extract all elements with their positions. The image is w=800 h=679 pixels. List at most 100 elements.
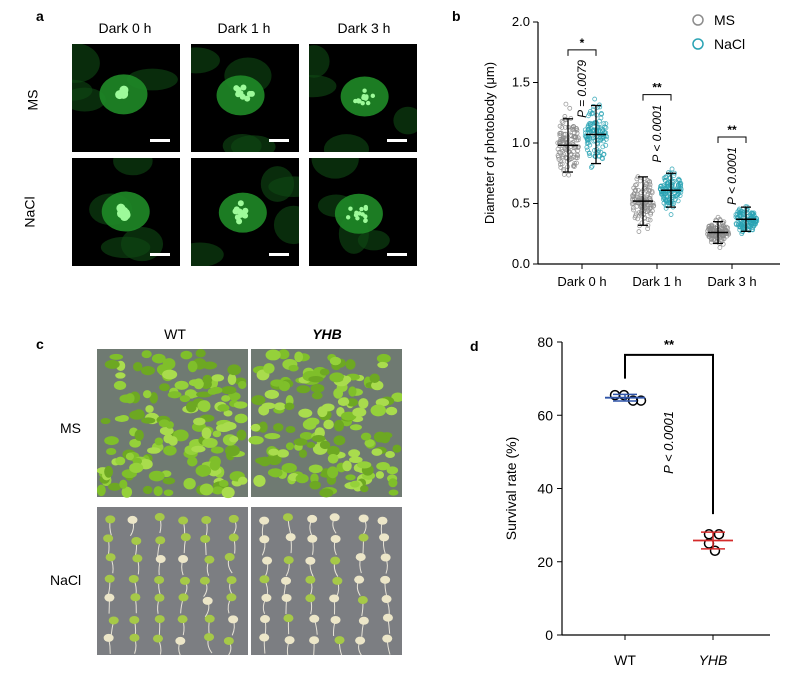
seedling-leaf [195, 349, 206, 358]
seedling-leaf [333, 435, 346, 446]
seedling-leaf [238, 476, 248, 485]
data-point [649, 202, 655, 208]
data-point [576, 144, 581, 150]
seedling-leaf [236, 429, 247, 441]
seedling-leaf [348, 456, 363, 464]
data-point [592, 96, 598, 102]
legend-marker [692, 38, 704, 50]
photobody [246, 90, 253, 97]
x-tick-label: WT [614, 652, 636, 668]
photobody [240, 84, 247, 91]
seedling-leaf [253, 475, 266, 487]
seedling-leaf [227, 373, 237, 386]
data-point [599, 111, 604, 117]
seedling-leaf [310, 383, 325, 393]
seedling-leaf [104, 436, 119, 446]
y-tick-label: 1.0 [512, 135, 530, 150]
seedling-cotyledon [127, 515, 138, 524]
seedling-leaf [104, 359, 120, 369]
seedling-leaf [108, 482, 122, 491]
data-point [719, 237, 724, 243]
panel-a-label: a [36, 8, 44, 24]
y-tick-label: 60 [537, 407, 553, 423]
seedling-leaf [385, 406, 398, 416]
seedling-leaf [238, 380, 247, 389]
data-point [572, 130, 577, 135]
seedling-leaf [215, 424, 232, 433]
photobody [363, 214, 368, 219]
seedling-cotyledon [381, 595, 392, 604]
seedling-leaf [308, 464, 323, 474]
background-cell [268, 176, 299, 197]
seedling-leaf [148, 470, 165, 482]
data-point [588, 164, 594, 170]
seedling-cotyledon [128, 574, 139, 583]
data-point [601, 152, 606, 157]
seedling-leaf [142, 390, 152, 399]
panel-a-row-title-1: NaCl [21, 196, 38, 228]
significance-bracket [624, 353, 714, 515]
significance-bracket [717, 136, 747, 143]
panel-a-col-title-0: Dark 0 h [98, 20, 152, 36]
seedling-cotyledon [199, 576, 210, 585]
seedling-leaf [265, 349, 281, 361]
data-point [705, 231, 710, 237]
background-cell [273, 205, 299, 245]
scale-bar [387, 253, 407, 256]
seedling-leaf [295, 473, 309, 484]
data-point [564, 155, 570, 161]
seedling-leaf [162, 358, 176, 370]
background-cell [309, 75, 337, 98]
seedling-cotyledon [332, 576, 343, 585]
seedling-leaf [321, 403, 335, 412]
data-point [676, 182, 681, 188]
data-point [570, 154, 576, 160]
seedling-leaf [311, 435, 326, 443]
photobody [233, 208, 240, 215]
seedling-cotyledon [380, 575, 391, 584]
seedling-cotyledon [329, 513, 340, 522]
data-point [733, 214, 739, 220]
seedling-leaf [385, 451, 396, 458]
seedling-cotyledon [154, 615, 165, 624]
seedling-cotyledon [152, 634, 163, 643]
seedling-cotyledon [379, 533, 390, 542]
seedling-cotyledon [154, 575, 165, 584]
seedling-cotyledon [204, 633, 215, 642]
seedling-cotyledon [262, 556, 273, 565]
seedling-cotyledon [226, 593, 237, 602]
seedling-cotyledon [155, 536, 166, 545]
micrograph-nacl-2 [309, 158, 417, 266]
y-tick-label: 80 [537, 334, 553, 350]
seedling-cotyledon [104, 593, 115, 602]
plate-background [251, 507, 402, 655]
data-point [676, 191, 681, 196]
photobody [118, 89, 128, 99]
seedling-cotyledon [357, 596, 368, 605]
seedling-leaf [305, 417, 320, 426]
data-point [712, 238, 718, 244]
seedling-leaf [333, 388, 344, 399]
seedling-cotyledon [260, 615, 271, 624]
data-point [564, 147, 570, 153]
seedling-leaf [183, 477, 196, 490]
seedling-leaf [191, 445, 206, 453]
seedling-leaf [221, 486, 235, 499]
seedling-cotyledon [201, 516, 212, 525]
seedling-plates [97, 349, 402, 655]
seedling-leaf [327, 466, 339, 479]
seedling-leaf [248, 435, 264, 445]
data-point [585, 127, 591, 133]
data-point [667, 191, 673, 196]
data-point [634, 203, 640, 209]
seedling-leaf [163, 489, 174, 496]
seedling-leaf [180, 350, 193, 360]
photobody [354, 210, 359, 216]
seedling-leaf [162, 477, 176, 485]
seedling-cotyledon [180, 533, 191, 542]
seedling-cotyledon [355, 553, 366, 562]
significance-stars: ** [727, 123, 737, 137]
seedling-leaf [217, 404, 230, 412]
seedling-leaf [159, 383, 170, 392]
seedling-leaf [299, 431, 314, 440]
